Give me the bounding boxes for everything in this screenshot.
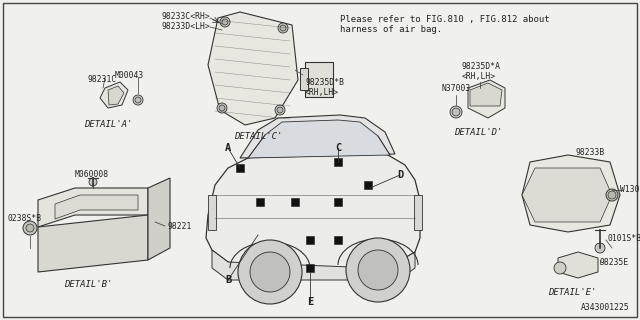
- Circle shape: [220, 17, 230, 27]
- Circle shape: [250, 252, 290, 292]
- Text: DETAIL'D': DETAIL'D': [454, 128, 502, 137]
- Circle shape: [554, 262, 566, 274]
- Bar: [256, 198, 264, 206]
- Text: Please refer to FIG.810 , FIG.812 about
harness of air bag.: Please refer to FIG.810 , FIG.812 about …: [340, 15, 550, 34]
- Bar: [305, 62, 333, 97]
- Polygon shape: [468, 80, 505, 118]
- Circle shape: [358, 250, 398, 290]
- Circle shape: [280, 25, 286, 31]
- Circle shape: [219, 105, 225, 111]
- Bar: [300, 68, 308, 90]
- Text: M060008: M060008: [75, 170, 109, 179]
- Text: A: A: [225, 143, 231, 153]
- Circle shape: [277, 107, 283, 113]
- Text: 98221: 98221: [168, 222, 193, 231]
- Text: DETAIL'C': DETAIL'C': [234, 132, 282, 141]
- Text: 98235D*A: 98235D*A: [462, 62, 501, 71]
- Text: 0101S*B: 0101S*B: [608, 234, 640, 243]
- Polygon shape: [55, 195, 138, 219]
- Bar: [208, 195, 216, 230]
- Text: B: B: [225, 275, 231, 285]
- Text: 98233C<RH>: 98233C<RH>: [162, 12, 211, 21]
- Circle shape: [26, 224, 34, 232]
- Circle shape: [452, 108, 460, 116]
- Polygon shape: [38, 188, 148, 227]
- Polygon shape: [240, 115, 395, 158]
- Text: <RH,LH>: <RH,LH>: [305, 88, 339, 97]
- Text: W130105: W130105: [620, 186, 640, 195]
- Text: 98235E: 98235E: [600, 258, 629, 267]
- Text: 98233D<LH>: 98233D<LH>: [162, 22, 211, 31]
- Polygon shape: [148, 178, 170, 260]
- Bar: [334, 158, 342, 166]
- Text: C: C: [335, 143, 341, 153]
- Text: M00043: M00043: [115, 71, 144, 80]
- Polygon shape: [470, 83, 502, 106]
- Text: DETAIL'E': DETAIL'E': [548, 288, 596, 297]
- Circle shape: [135, 97, 141, 103]
- Text: 98233B: 98233B: [576, 148, 605, 157]
- Text: D: D: [397, 170, 403, 180]
- Text: <RH,LH>: <RH,LH>: [462, 72, 496, 81]
- Bar: [291, 198, 299, 206]
- Circle shape: [346, 238, 410, 302]
- Text: 98231C: 98231C: [88, 75, 117, 84]
- Circle shape: [23, 221, 37, 235]
- Circle shape: [275, 105, 285, 115]
- Polygon shape: [558, 252, 598, 278]
- Polygon shape: [38, 215, 148, 272]
- Circle shape: [133, 95, 143, 105]
- Polygon shape: [212, 250, 415, 280]
- Text: A343001225: A343001225: [581, 303, 630, 312]
- Circle shape: [606, 189, 618, 201]
- Text: 98235D*B: 98235D*B: [305, 78, 344, 87]
- Bar: [334, 198, 342, 206]
- Polygon shape: [100, 82, 128, 108]
- Bar: [414, 195, 422, 230]
- Circle shape: [217, 103, 227, 113]
- Circle shape: [89, 178, 97, 186]
- Text: 0238S*B: 0238S*B: [8, 214, 42, 223]
- Circle shape: [278, 23, 288, 33]
- Bar: [364, 181, 372, 189]
- Bar: [306, 264, 314, 272]
- Circle shape: [608, 191, 616, 199]
- Circle shape: [450, 106, 462, 118]
- Polygon shape: [208, 12, 298, 125]
- Circle shape: [595, 243, 605, 253]
- Bar: [306, 236, 314, 244]
- Polygon shape: [522, 155, 620, 232]
- Text: N37003: N37003: [442, 84, 471, 93]
- Text: DETAIL'A': DETAIL'A': [84, 120, 132, 129]
- Polygon shape: [206, 152, 420, 268]
- Polygon shape: [522, 168, 612, 222]
- Circle shape: [238, 240, 302, 304]
- Circle shape: [222, 19, 228, 25]
- Text: DETAIL'B': DETAIL'B': [64, 280, 112, 289]
- Polygon shape: [108, 86, 124, 105]
- Bar: [236, 164, 244, 172]
- Bar: [334, 236, 342, 244]
- Text: E: E: [307, 297, 313, 307]
- Polygon shape: [248, 120, 390, 158]
